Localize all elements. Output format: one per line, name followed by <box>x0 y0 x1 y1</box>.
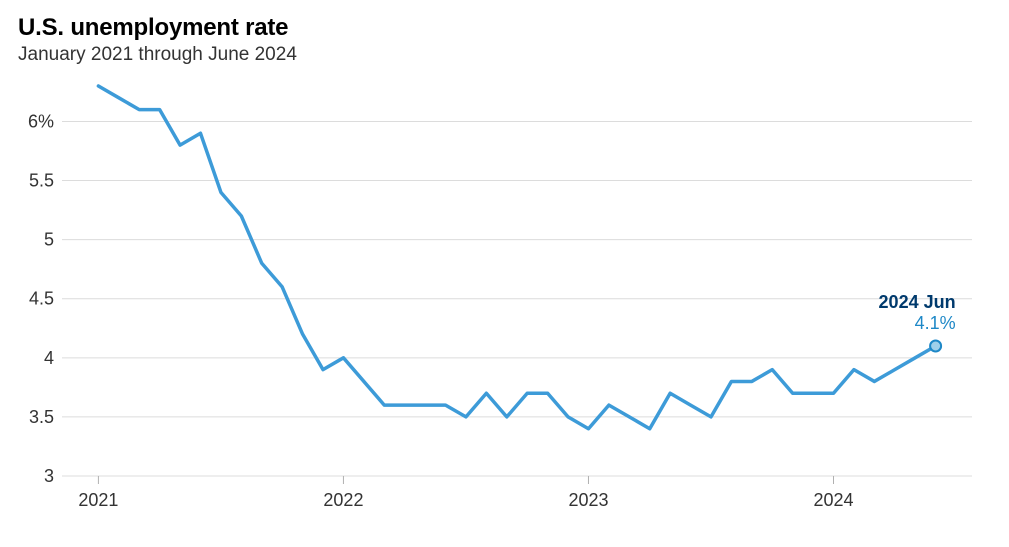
end-point-date: 2024 Jun <box>846 292 956 313</box>
end-point-callout: 2024 Jun 4.1% <box>846 292 956 334</box>
svg-text:5.5: 5.5 <box>29 171 54 191</box>
svg-text:2024: 2024 <box>813 490 853 510</box>
svg-text:5: 5 <box>44 230 54 250</box>
svg-text:4.5: 4.5 <box>29 289 54 309</box>
svg-text:4: 4 <box>44 348 54 368</box>
svg-text:6%: 6% <box>28 111 54 131</box>
end-point-marker <box>930 341 941 352</box>
x-axis: 2021 2022 2023 2024 <box>78 476 853 510</box>
svg-text:2021: 2021 <box>78 490 118 510</box>
line-chart-svg: 3 3.5 4 4.5 5 5.5 6% 2021 2022 2023 2024 <box>18 72 988 522</box>
gridlines: 3 3.5 4 4.5 5 5.5 6% <box>28 111 972 486</box>
svg-text:3.5: 3.5 <box>29 407 54 427</box>
svg-text:2023: 2023 <box>568 490 608 510</box>
chart-container: U.S. unemployment rate January 2021 thro… <box>0 0 1009 547</box>
chart-title: U.S. unemployment rate <box>18 14 991 42</box>
svg-text:2022: 2022 <box>323 490 363 510</box>
svg-text:3: 3 <box>44 466 54 486</box>
chart-subtitle: January 2021 through June 2024 <box>18 44 991 66</box>
unemployment-line <box>98 86 935 429</box>
chart-plot-area: 3 3.5 4 4.5 5 5.5 6% 2021 2022 2023 2024 2024 Jun … <box>18 72 988 522</box>
end-point-value: 4.1% <box>846 313 956 334</box>
